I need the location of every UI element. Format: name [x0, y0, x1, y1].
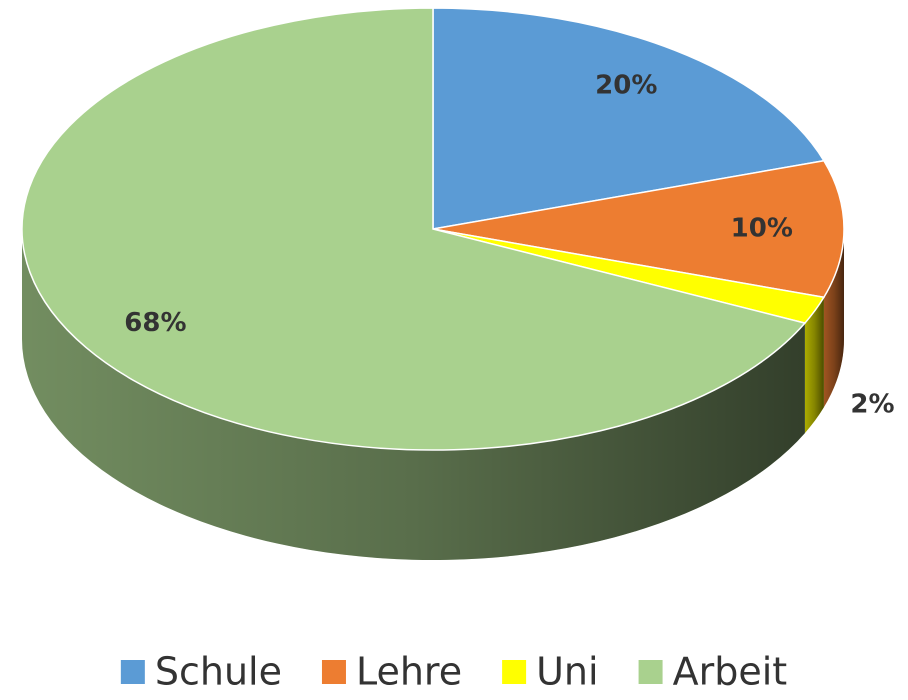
data-label: 68% — [124, 308, 186, 338]
slice — [432, 7, 826, 230]
legend-label: Lehre — [356, 650, 462, 694]
pie-sides — [22, 229, 844, 560]
slice — [21, 7, 807, 451]
pie-tops — [21, 7, 845, 451]
legend-swatch — [321, 660, 346, 684]
legend-swatch — [638, 660, 663, 684]
slice-side-shade — [804, 297, 824, 434]
data-labels: 20% 10% 2% 68% — [124, 70, 894, 419]
slice-side-shade — [823, 229, 844, 408]
legend-label: Uni — [536, 650, 598, 694]
legend-swatch — [502, 660, 527, 684]
legend-swatch — [120, 660, 145, 684]
data-label: 10% — [731, 214, 793, 244]
slice — [432, 159, 845, 299]
slice-side-shade — [22, 229, 805, 560]
data-label: 20% — [595, 70, 657, 100]
legend-label: Arbeit — [673, 650, 788, 694]
legend: Schule Lehre Uni Arbeit — [120, 650, 788, 694]
data-label: 2% — [850, 390, 894, 420]
legend-label: Schule — [155, 650, 282, 694]
